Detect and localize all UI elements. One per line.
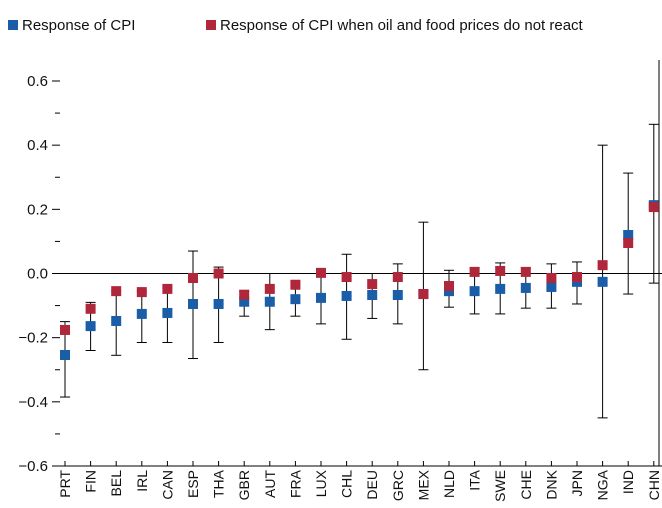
x-tick-label: ITA <box>467 469 483 490</box>
marker <box>290 279 301 290</box>
y-tick-label: 0.6 <box>27 73 48 90</box>
x-tick-label: CHL <box>339 470 355 498</box>
legend-swatch <box>206 20 216 30</box>
marker <box>444 286 454 297</box>
y-tick-label: 0.4 <box>27 137 48 154</box>
marker <box>469 286 480 297</box>
legend: Response of CPI Response of CPI when oil… <box>8 17 584 34</box>
marker <box>136 308 147 319</box>
marker <box>264 283 275 294</box>
x-tick-label: CHE <box>518 470 534 500</box>
marker <box>392 272 403 283</box>
marker <box>597 260 608 271</box>
marker <box>341 290 352 301</box>
legend-label: Response of CPI <box>22 17 135 34</box>
marker <box>597 276 608 287</box>
x-tick-label: LUX <box>313 469 329 497</box>
marker <box>520 282 531 293</box>
marker <box>290 294 301 305</box>
marker <box>213 298 224 309</box>
marker <box>520 266 531 277</box>
y-tick-label: 0.2 <box>27 201 48 218</box>
marker <box>341 272 352 283</box>
x-tick-label: IRL <box>134 470 150 492</box>
marker <box>136 287 147 298</box>
marker <box>495 265 506 276</box>
marker <box>188 298 198 309</box>
marker <box>572 272 582 283</box>
marker <box>648 202 659 213</box>
x-tick-label: FRA <box>287 469 303 498</box>
x-tick-label: AUT <box>262 470 278 498</box>
x-tick-label: PRT <box>57 470 73 498</box>
x-tick-label: GBR <box>236 470 252 500</box>
x-tick-label: JPN <box>569 470 585 496</box>
y-tick-label: −0.6 <box>18 458 48 475</box>
x-tick-label: CHN <box>646 470 662 500</box>
marker <box>469 266 480 277</box>
marker <box>239 289 250 300</box>
marker <box>60 349 70 360</box>
marker <box>239 296 250 307</box>
marker <box>316 267 326 278</box>
marker <box>316 292 326 303</box>
legend-label: Response of CPI when oil and food prices… <box>220 17 584 34</box>
marker <box>188 272 198 283</box>
y-tick-label: −0.4 <box>18 394 48 411</box>
x-tick-label: CAN <box>159 470 175 500</box>
marker <box>111 315 122 326</box>
x-tick-label: DEU <box>364 470 380 500</box>
marker <box>623 230 634 240</box>
marker <box>162 283 173 294</box>
marker <box>392 289 403 300</box>
marker <box>85 303 96 314</box>
marker <box>367 289 378 300</box>
legend-swatch <box>8 20 18 30</box>
marker <box>111 286 122 297</box>
marker <box>162 307 173 318</box>
x-tick-label: SWE <box>492 470 508 502</box>
marker <box>60 324 70 335</box>
x-tick-label: DNK <box>543 469 559 499</box>
marker <box>213 268 224 279</box>
marker <box>418 289 429 300</box>
marker <box>444 281 454 292</box>
marker <box>264 296 275 307</box>
x-tick-label: ESP <box>185 470 201 498</box>
y-tick-label: 0.0 <box>27 266 48 283</box>
x-tick-label: MEX <box>415 469 431 500</box>
marker <box>546 272 557 283</box>
x-tick-label: IND <box>620 470 636 494</box>
y-tick-label: −0.2 <box>18 330 48 347</box>
marker <box>85 321 96 332</box>
marker <box>623 238 634 249</box>
x-tick-label: THA <box>211 469 227 498</box>
marker <box>367 279 378 290</box>
x-tick-label: BEL <box>108 470 124 497</box>
marker <box>546 281 557 292</box>
marker <box>495 283 506 294</box>
x-tick-label: GRC <box>390 470 406 501</box>
x-tick-label: NGA <box>595 469 611 500</box>
x-tick-label: NLD <box>441 470 457 498</box>
x-tick-label: FIN <box>83 470 99 493</box>
